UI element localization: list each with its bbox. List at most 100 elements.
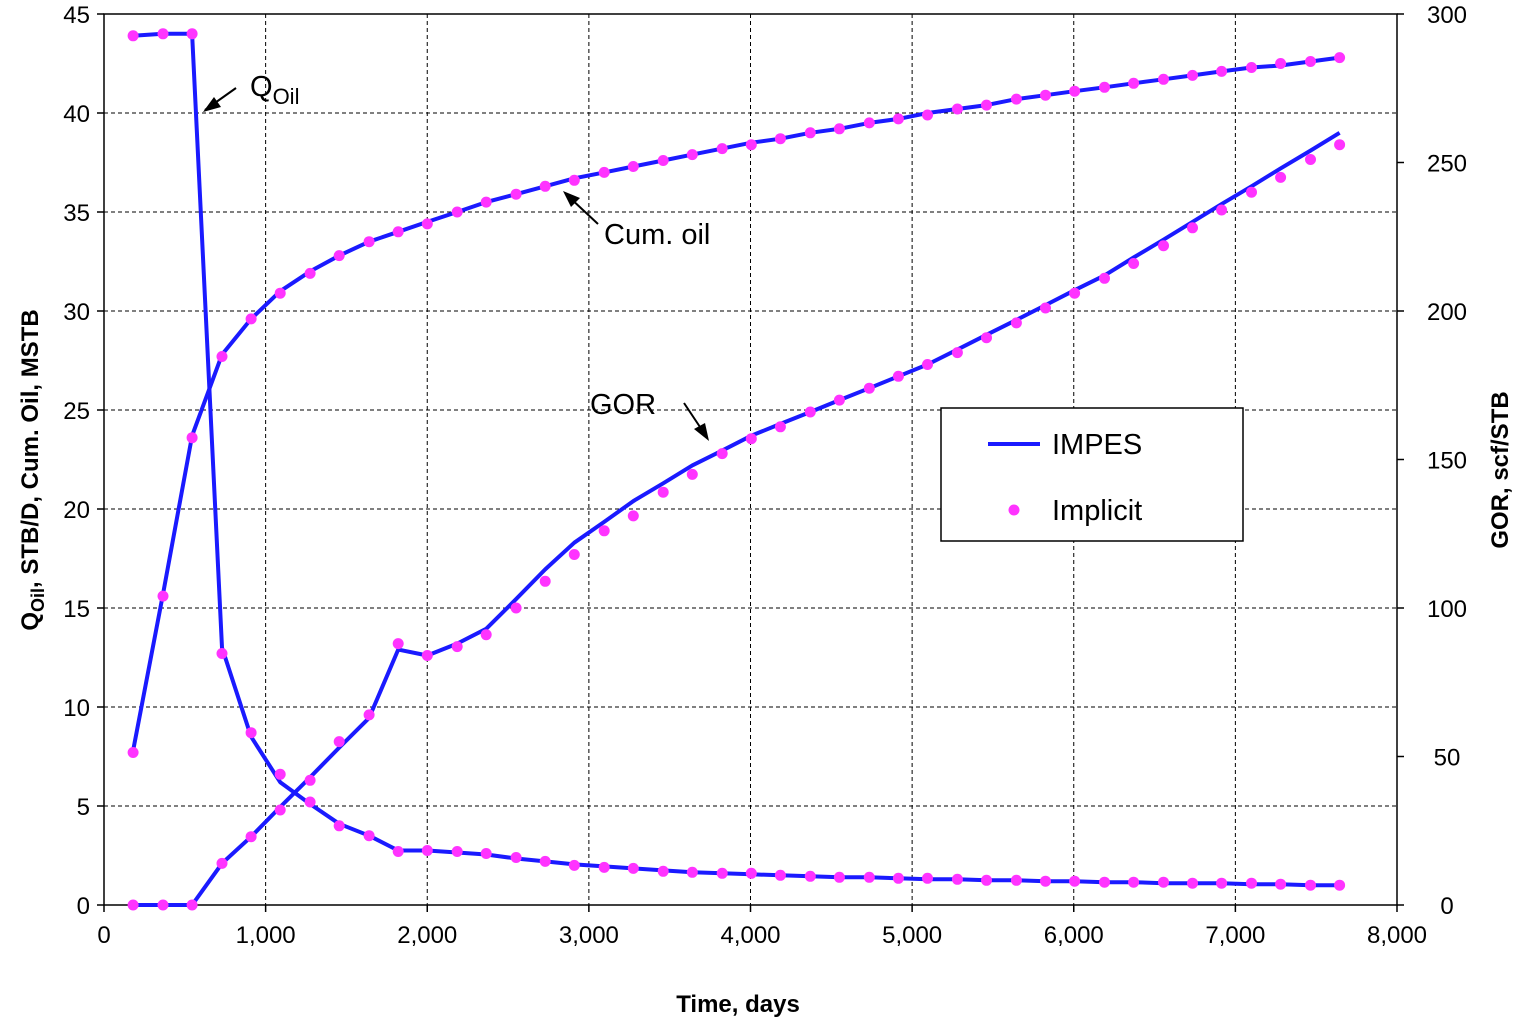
y-left-title-main: Q [17,612,44,631]
y-left-tick-label: 10 [63,695,90,722]
point-implicit-q-oil [1040,875,1051,887]
legend: IMPES Implicit [940,407,1244,542]
point-implicit-gor [216,857,228,869]
point-implicit-cum-oil [539,180,551,192]
point-implicit-q-oil [1158,876,1169,888]
point-implicit-cum-oil [274,287,286,299]
point-implicit-gor [392,638,404,650]
point-implicit-gor [981,332,992,344]
point-implicit-q-oil [951,873,963,885]
y-left-tick-label: 15 [63,596,90,623]
point-implicit-q-oil [480,848,492,859]
point-implicit-cum-oil [804,127,816,139]
series-layer [127,28,1346,911]
gridlines [104,14,1397,905]
point-implicit-cum-oil [157,590,169,602]
point-implicit-gor [363,709,375,721]
x-tick-label: 3,000 [559,922,619,949]
annotation-qoil-main: Q [250,71,273,103]
point-implicit-q-oil [157,28,169,40]
point-implicit-cum-oil [186,432,198,444]
point-implicit-cum-oil [1099,81,1110,93]
point-implicit-q-oil [539,855,551,867]
y-left-tick-label: 40 [63,101,90,128]
point-implicit-cum-oil [451,206,463,218]
point-implicit-cum-oil [774,133,786,145]
point-implicit-q-oil [510,852,522,863]
y-right-tick-label: 200 [1427,299,1467,326]
point-implicit-cum-oil [1275,58,1287,69]
point-implicit-q-oil [745,867,757,879]
series-line-impes-cum-oil [131,55,1340,751]
arrowhead [203,97,221,112]
x-axis: 0 1,000 2,000 3,000 4,000 5,000 6,000 7,000 8,00… [97,905,1427,949]
x-tick-label: 1,000 [236,922,296,949]
point-implicit-cum-oil [127,747,139,758]
point-implicit-cum-oil [1040,89,1051,101]
point-implicit-cum-oil [745,139,757,151]
point-implicit-q-oil [804,870,816,882]
point-implicit-gor [657,486,669,498]
y-axis-left-title: QOil, STB/D, Cum. Oil, MSTB [17,309,48,630]
point-implicit-gor [510,602,522,614]
point-implicit-q-oil [1187,877,1198,889]
point-implicit-gor [480,629,492,641]
point-implicit-gor [451,641,463,653]
x-tick-label: 4,000 [720,922,780,949]
point-implicit-gor [863,382,875,394]
y-right-tick-label: 250 [1427,151,1467,178]
point-implicit-cum-oil [892,113,904,125]
y-right-tick-label: 150 [1427,448,1467,475]
y-right-tick-label: 300 [1427,2,1467,29]
point-implicit-gor [1158,240,1169,252]
annotation-cum-oil-label: Cum. oil [604,219,710,251]
point-implicit-gor [539,575,551,587]
point-implicit-gor [951,347,963,359]
point-implicit-q-oil [1305,879,1316,891]
legend-box [940,407,1244,542]
x-tick-label: 7,000 [1205,922,1265,949]
x-tick-label: 0 [97,922,110,949]
point-implicit-gor [1187,222,1198,234]
point-implicit-cum-oil [922,109,933,121]
point-implicit-gor [1305,154,1316,165]
point-implicit-q-oil [245,727,257,739]
point-implicit-q-oil [981,874,992,886]
point-implicit-q-oil [774,869,786,881]
point-implicit-cum-oil [1158,73,1169,85]
point-implicit-gor [245,831,257,843]
annotation-qoil: QOil [203,71,299,112]
y-left-tick-label: 5 [77,794,90,821]
point-implicit-q-oil [216,648,228,659]
point-implicit-gor [1246,186,1257,198]
y-axis-right: 0 50 100 150 200 250 300 [1397,2,1467,920]
point-implicit-cum-oil [1305,56,1316,67]
point-implicit-gor [892,370,904,382]
point-implicit-q-oil [657,865,669,877]
point-implicit-gor [1334,139,1346,151]
x-tick-label: 5,000 [882,922,942,949]
point-implicit-q-oil [1246,877,1257,889]
point-implicit-q-oil [186,28,198,40]
point-implicit-q-oil [304,796,316,808]
point-implicit-gor [627,510,639,522]
point-implicit-gor [1275,171,1287,183]
point-implicit-q-oil [1216,877,1228,889]
point-implicit-cum-oil [480,196,492,208]
y-left-tick-label: 25 [63,398,90,425]
point-implicit-q-oil [1334,879,1346,891]
point-implicit-gor [304,774,316,786]
y-left-tick-label: 0 [77,893,90,920]
point-implicit-gor [274,804,286,816]
point-implicit-cum-oil [245,313,257,325]
svg-text:QOil: QOil [250,71,299,109]
point-implicit-q-oil [1010,874,1022,886]
annotation-qoil-sub: Oil [273,84,300,109]
point-implicit-cum-oil [392,226,404,238]
point-implicit-gor [1099,272,1110,284]
point-implicit-cum-oil [598,166,610,178]
point-implicit-q-oil [1128,876,1140,888]
arrowhead [563,191,580,207]
point-implicit-q-oil [1069,875,1081,887]
